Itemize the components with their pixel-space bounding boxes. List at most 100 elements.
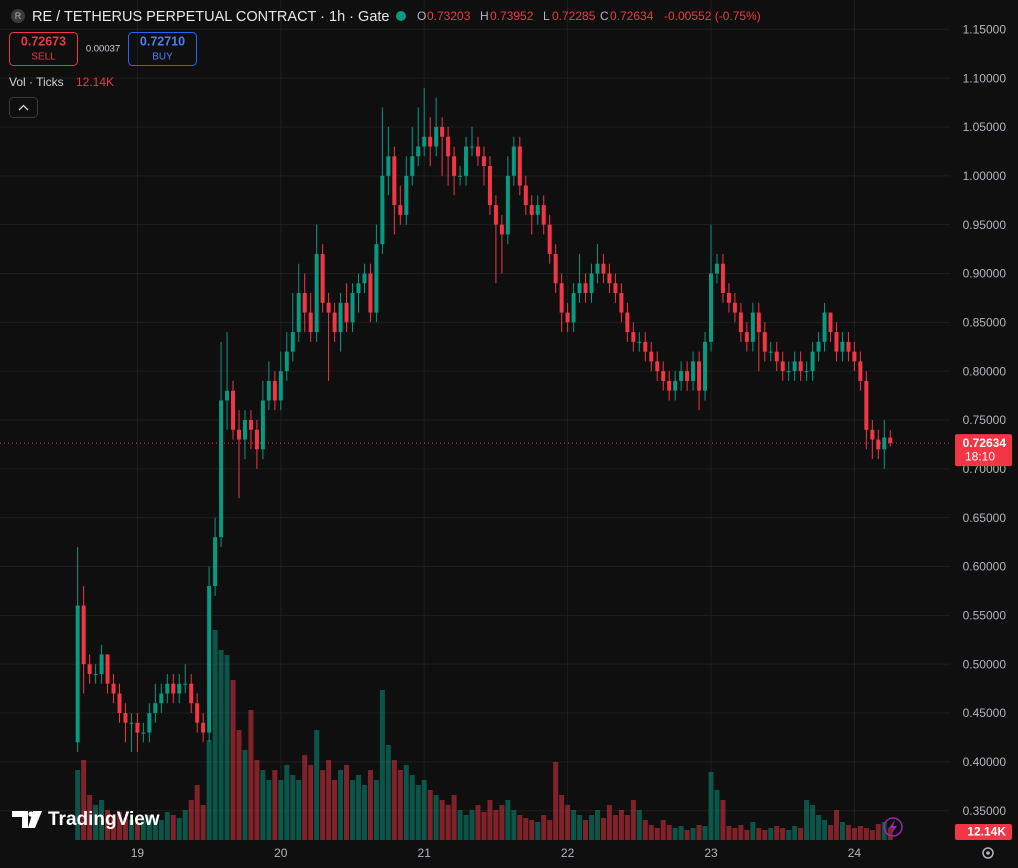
candle-body [738,312,743,333]
volume-bar [642,820,648,840]
volume-bar [666,825,672,840]
settings-center[interactable] [986,851,990,855]
settings-button[interactable] [982,847,994,859]
volume-bar [296,780,302,840]
volume-bar [547,820,553,840]
volume-bar [367,770,373,840]
candle-body [81,605,86,665]
candle-body [720,263,725,294]
candle-body [834,332,839,352]
candle-body [344,302,349,323]
volume-bar [863,828,869,840]
candle-body [864,380,869,430]
candle-body [792,361,797,372]
volume-bar [188,800,194,840]
sell-price[interactable]: 0.72673 [21,34,66,48]
sell-button[interactable] [9,32,78,66]
y-tick-label: 0.50000 [963,657,1007,671]
volume-bar [738,825,744,840]
volume-bar [523,818,529,840]
volume-bar [804,800,810,840]
volume-bar [583,820,589,840]
candle-body [123,713,128,723]
volume-bar [176,818,182,840]
candle-body [296,293,301,333]
volume-bar [762,830,768,840]
volume-bar [75,770,81,840]
candle-body [386,156,391,176]
candle-body [129,722,134,724]
candle-body [858,361,863,381]
volume-bar [541,815,547,840]
volume-bar [594,810,600,840]
symbol-icon-letter: R [15,11,22,21]
candle-body [272,380,277,401]
candle-body [189,683,194,704]
volume-bar [696,825,702,840]
candle-body [768,351,773,353]
candle-body [691,361,696,381]
volume-bar [636,810,642,840]
candle-body [649,351,654,362]
candle-body [87,664,92,674]
volume-bar [732,828,738,840]
candle-body [547,224,552,254]
candle-body [714,263,719,274]
volume-bar [326,760,332,840]
candle-body [786,371,791,373]
candle-body [505,175,510,235]
volume-bar [559,795,565,840]
volume-bar [355,775,361,840]
volume-bar [810,805,816,840]
chart-title: RE / TETHERUS PERPETUAL CONTRACT · 1h · … [32,9,389,25]
volume-bar [128,820,134,840]
volume-bar [839,822,845,840]
buy-button[interactable] [128,32,197,66]
candle-body [225,390,230,401]
volume-bar [493,810,499,840]
collapse-caret[interactable] [18,104,29,111]
volume-bar [421,780,427,840]
candle-body [284,351,289,372]
candle-body [147,713,152,733]
y-tick-label: 0.55000 [963,609,1007,623]
collapse-button[interactable] [9,97,38,118]
lightning-icon[interactable] [889,820,897,834]
volume-bar [487,800,493,840]
candle-body [744,332,749,342]
candle-body [320,253,325,303]
candle-body [810,351,815,372]
buy-label[interactable]: BUY [152,52,173,63]
candle-body [870,429,875,440]
volume-bar [409,775,415,840]
candle-body [499,224,504,235]
volume-bar [875,824,881,840]
volume-bar [720,800,726,840]
lightning-button[interactable] [883,817,903,837]
volume-bar [272,770,278,840]
candle-body [697,361,702,391]
candle-body [440,126,445,137]
volume-legend-value: 12.14K [76,75,114,89]
status-dot [396,11,406,21]
sell-label[interactable]: SELL [31,52,56,63]
volume-bar [230,680,236,840]
ohlc-close: 0.72634 [610,9,654,23]
volume-bar [403,765,409,840]
candle-body [183,683,188,685]
volume-bar [708,772,714,840]
candle-body [338,302,343,333]
candle-body [679,371,684,381]
candle-body [213,537,218,587]
candle-body [219,400,224,538]
volume-bar [511,810,517,840]
candle-body [565,312,570,323]
candle-body [487,166,492,206]
buy-price[interactable]: 0.72710 [140,34,185,48]
volume-bar [463,815,469,840]
candle-body [481,156,486,167]
candle-body [613,283,618,294]
volume-bar [869,830,875,840]
